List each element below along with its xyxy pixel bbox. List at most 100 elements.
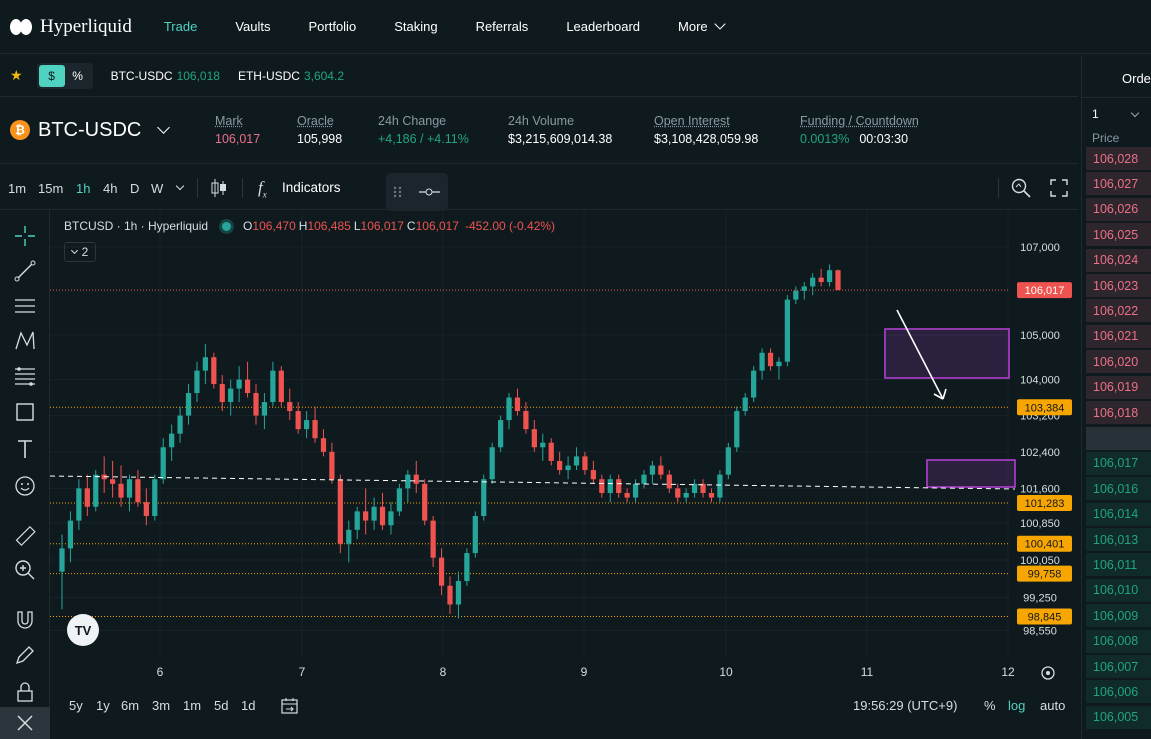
timeframe-d[interactable]: D bbox=[130, 181, 140, 196]
ask-price-row[interactable]: 106,021 bbox=[1086, 324, 1151, 348]
nav-referrals[interactable]: Referrals bbox=[475, 19, 529, 34]
ruler-icon[interactable] bbox=[12, 523, 38, 549]
range-3m[interactable]: 3m bbox=[152, 698, 171, 713]
drawing-rectangle-upper[interactable] bbox=[884, 328, 1010, 379]
chart-settings-icon[interactable] bbox=[1041, 666, 1055, 680]
nav-vaults[interactable]: Vaults bbox=[235, 19, 271, 34]
lock-icon[interactable] bbox=[12, 679, 38, 705]
fib-retracement-icon[interactable] bbox=[12, 363, 38, 389]
bid-price-row[interactable]: 106,010 bbox=[1086, 578, 1151, 602]
pencil-lock-icon[interactable] bbox=[12, 642, 38, 668]
candle bbox=[666, 474, 672, 489]
crosshair-icon[interactable] bbox=[12, 223, 38, 249]
auto-toggle[interactable]: auto bbox=[1040, 698, 1066, 713]
drawing-dashed-trendline[interactable] bbox=[49, 475, 1016, 490]
drawing-arrow[interactable] bbox=[896, 309, 944, 400]
date-range-icon[interactable] bbox=[280, 696, 300, 716]
star-icon[interactable]: ★ bbox=[10, 67, 23, 83]
range-5y[interactable]: 5y bbox=[69, 698, 83, 713]
toggle-percent[interactable]: % bbox=[72, 68, 83, 83]
nav-staking[interactable]: Staking bbox=[394, 19, 438, 34]
drawing-floating-toolbar[interactable] bbox=[386, 173, 448, 211]
chevron-down-icon[interactable] bbox=[1130, 108, 1140, 118]
chevron-down-icon[interactable] bbox=[157, 121, 170, 134]
bid-price-row[interactable]: 106,013 bbox=[1086, 528, 1151, 551]
candle bbox=[413, 474, 419, 484]
bid-price-row[interactable]: 106,011 bbox=[1086, 553, 1151, 577]
candlestick-type-icon[interactable] bbox=[210, 178, 228, 198]
range-1d[interactable]: 1d bbox=[241, 698, 256, 713]
rectangle-icon[interactable] bbox=[12, 399, 38, 425]
chart-canvas[interactable]: 107,000105,000104,000103,200102,400101,6… bbox=[49, 211, 1078, 689]
percent-toggle[interactable]: % bbox=[984, 698, 996, 713]
price-chart[interactable]: 107,000 105,000 104,000 103,200 102,400 101,6… bbox=[49, 211, 1078, 689]
ask-price-row[interactable]: 106,028 bbox=[1086, 147, 1151, 170]
ask-price-row[interactable]: 106,027 bbox=[1086, 172, 1151, 196]
toggle-dollar[interactable]: $ bbox=[38, 64, 65, 87]
ask-price-row[interactable]: 106,025 bbox=[1086, 223, 1151, 247]
emoji-icon[interactable] bbox=[12, 473, 38, 499]
bid-price-row[interactable]: 106,017 bbox=[1086, 451, 1151, 475]
remove-drawings-button[interactable] bbox=[0, 707, 50, 739]
clock-timezone[interactable]: 19:56:29 (UTC+9) bbox=[853, 698, 958, 713]
candle bbox=[489, 447, 495, 480]
timeframe-w[interactable]: W bbox=[151, 181, 164, 196]
ask-price-row[interactable]: 106,018 bbox=[1086, 401, 1151, 424]
screenshot-zoom-icon[interactable] bbox=[1010, 177, 1032, 199]
range-1y[interactable]: 1y bbox=[96, 698, 110, 713]
indicators-icon[interactable]: fx bbox=[258, 178, 267, 200]
time-axis[interactable]: 6 7 8 9 10 11 12 bbox=[157, 665, 1015, 679]
range-5d[interactable]: 5d bbox=[214, 698, 229, 713]
bid-price-row[interactable]: 106,009 bbox=[1086, 604, 1151, 628]
divider bbox=[197, 178, 198, 198]
pair-selector[interactable]: BTC-USDC bbox=[38, 119, 142, 141]
fav-eth[interactable]: ETH-USDC 3,604.2 bbox=[238, 69, 344, 83]
fav-btc[interactable]: BTC-USDC 106,018 bbox=[111, 69, 220, 83]
timeframe-4h[interactable]: 4h bbox=[103, 181, 118, 196]
log-toggle[interactable]: log bbox=[1008, 698, 1026, 713]
ask-price-row[interactable]: 106,022 bbox=[1086, 299, 1151, 323]
drawing-rectangle-lower[interactable] bbox=[926, 459, 1016, 488]
tradingview-logo[interactable]: TV bbox=[67, 614, 99, 646]
nav-more[interactable]: More bbox=[678, 18, 726, 34]
nav-trade[interactable]: Trade bbox=[163, 19, 198, 34]
nav-portfolio[interactable]: Portfolio bbox=[308, 19, 357, 34]
magnet-icon[interactable] bbox=[12, 607, 38, 633]
bid-price-row[interactable]: 106,016 bbox=[1086, 477, 1151, 501]
ask-price-row[interactable]: 106,024 bbox=[1086, 248, 1151, 272]
timeframe-1h[interactable]: 1h bbox=[76, 181, 91, 196]
text-tool-icon[interactable] bbox=[12, 436, 38, 462]
ask-price-row[interactable]: 106,026 bbox=[1086, 197, 1151, 221]
timeframe-15m[interactable]: 15m bbox=[38, 181, 64, 196]
timeframe-1m[interactable]: 1m bbox=[8, 181, 27, 196]
hyperliquid-logo[interactable]: Hyperliquid bbox=[10, 16, 132, 38]
range-1m[interactable]: 1m bbox=[183, 698, 202, 713]
indicators-button[interactable]: Indicators bbox=[282, 180, 341, 195]
pattern-icon[interactable] bbox=[12, 328, 38, 354]
nav-leaderboard[interactable]: Leaderboard bbox=[566, 19, 641, 34]
drawings[interactable] bbox=[49, 309, 1016, 490]
bid-price-row[interactable]: 106,006 bbox=[1086, 680, 1151, 704]
range-6m[interactable]: 6m bbox=[121, 698, 140, 713]
candle bbox=[379, 506, 386, 526]
ask-price-row[interactable]: 106,020 bbox=[1086, 350, 1151, 374]
trendline-icon[interactable] bbox=[12, 258, 38, 284]
fullscreen-icon[interactable] bbox=[1049, 178, 1069, 198]
horizontal-lines-icon[interactable] bbox=[12, 293, 38, 319]
candle bbox=[244, 379, 251, 394]
tab-order-book[interactable]: Order bbox=[1122, 71, 1151, 86]
bid-price-row[interactable]: 106,008 bbox=[1086, 629, 1151, 653]
time-axis-tick: 6 bbox=[157, 665, 164, 679]
indicators-collapse-button[interactable]: 2 bbox=[64, 242, 96, 262]
candle bbox=[683, 492, 689, 498]
ask-price-row[interactable]: 106,023 bbox=[1086, 274, 1151, 297]
zoom-in-icon[interactable] bbox=[12, 557, 38, 583]
ask-price-row[interactable]: 106,019 bbox=[1086, 375, 1151, 399]
bid-price-row[interactable]: 106,014 bbox=[1086, 502, 1151, 526]
size-select[interactable]: 1 bbox=[1092, 107, 1099, 121]
bid-price-row[interactable]: 106,005 bbox=[1086, 705, 1151, 729]
bid-price-row[interactable]: 106,007 bbox=[1086, 655, 1151, 678]
chevron-down-icon[interactable] bbox=[175, 181, 185, 191]
price-mode-toggle[interactable]: $ % bbox=[36, 62, 93, 89]
horizontal-line-tool-icon[interactable] bbox=[386, 173, 448, 211]
